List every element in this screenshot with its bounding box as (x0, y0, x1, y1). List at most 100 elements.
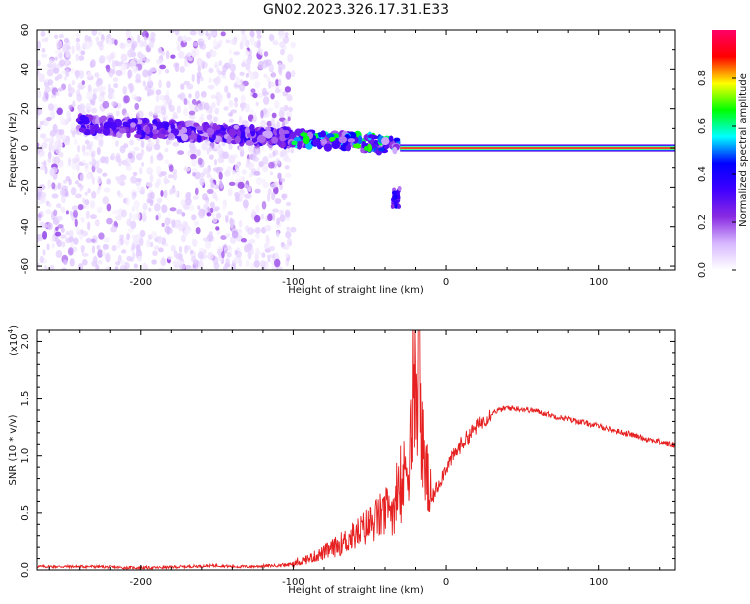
spectrogram-noise-cell (263, 96, 269, 105)
spectrogram-noise-cell (156, 153, 163, 160)
colorbar: 0.00.20.40.60.8 Normalized spectral ampl… (697, 30, 749, 278)
spectrogram-noise-cell (51, 235, 54, 243)
spectrogram-noise-cell (190, 250, 194, 255)
spectrogram-noise-cell (74, 139, 78, 146)
spectrogram-noise-cell (192, 172, 196, 177)
spectrogram-noise-cell (211, 102, 216, 109)
spectrogram-noise-cell (262, 156, 268, 165)
spectrogram-noise-cell (267, 214, 272, 222)
spectrogram-noise-cell (249, 239, 255, 244)
spectrogram-noise-cell (137, 111, 144, 119)
spectrogram-noise-cell (225, 215, 229, 223)
spectrogram-noise-cell (105, 156, 109, 164)
spectrogram-noise-cell (76, 71, 79, 79)
spectrogram-noise-cell (198, 28, 205, 36)
spectrogram-noise-cell (286, 227, 290, 231)
spectrogram-noise-cell (71, 45, 74, 54)
spectrogram-noise-cell (69, 230, 74, 237)
snr-y-tick-label: 1.0 (20, 448, 31, 464)
spectrogram-noise-cell (134, 96, 140, 101)
spectrogram-noise-cell (255, 227, 261, 234)
spectrogram-noise-cell (201, 142, 207, 150)
spectrogram-noise-cell (134, 263, 138, 268)
spectrogram-noise-cell (60, 234, 66, 239)
spectrogram-noise-cell (228, 143, 232, 149)
spectrogram-noise-cell (239, 72, 244, 76)
spectrogram-band-cell (367, 134, 375, 138)
spectrogram-noise-cell (80, 245, 85, 251)
spectrogram-noise-cell (71, 187, 77, 195)
spectrogram-noise-cell (275, 198, 282, 204)
spectrogram-noise-cell (156, 59, 163, 65)
spectrogram-noise-cell (61, 135, 67, 140)
spectrogram-noise-cell (228, 112, 232, 116)
spectrogram-band-cell (378, 147, 384, 151)
spectrogram-noise-cell (103, 237, 110, 242)
spectrogram-noise-cell (265, 235, 269, 243)
spectrogram-noise-cell (78, 55, 84, 61)
spectrogram-noise-cell (191, 214, 196, 220)
spectrogram-noise-cell (87, 221, 90, 230)
spectrogram-noise-cell (117, 190, 121, 196)
spectrogram-noise-cell (143, 81, 146, 87)
spectrogram-noise-cell (257, 48, 262, 54)
spectrogram-noise-cell (230, 64, 236, 72)
spectrogram-noise-cell (221, 31, 226, 36)
spectrogram-noise-cell (265, 59, 272, 66)
spectrogram-noise-cell (283, 155, 290, 162)
spectrogram-noise-cell (81, 51, 86, 56)
spectrogram-noise-cell (154, 144, 161, 151)
spectrogram-y-tick-label: 0 (20, 145, 31, 151)
spectrogram-noise-cell (98, 260, 103, 265)
spectrogram-noise-cell (157, 236, 163, 244)
spectrogram-noise-cell (251, 229, 255, 233)
spectrogram-noise-cell (215, 61, 218, 67)
spectrogram-band-cell (187, 128, 192, 136)
spectrogram-noise-cell (165, 69, 169, 73)
spectrogram-noise-cell (125, 162, 131, 167)
spectrogram-noise-cell (47, 223, 53, 231)
spectrogram-noise-cell (187, 52, 191, 57)
spectrogram-noise-cell (137, 185, 140, 193)
spectrogram-noise-cell (91, 191, 96, 199)
spectrogram-noise-cell (254, 171, 261, 176)
spectrogram-noise-cell (78, 263, 83, 272)
spectrogram-noise-cell (119, 234, 124, 239)
spectrogram-noise-cell (137, 256, 142, 262)
spectrogram-noise-cell (208, 252, 214, 260)
spectrogram-noise-cell (75, 227, 80, 233)
spectrogram-noise-cell (161, 204, 167, 213)
spectrogram-noise-cell (129, 86, 132, 93)
spectrogram-noise-cell (170, 105, 175, 112)
spectrogram-noise-cell (68, 247, 74, 255)
spectrogram-noise-cell (110, 153, 115, 161)
spectrogram-y-tick-label: 40 (20, 63, 31, 76)
spectrogram-band-cell (142, 119, 147, 123)
spectrogram-noise-cell (98, 31, 102, 36)
spectrogram-noise-cell (286, 202, 291, 206)
spectrogram-noise-cell (149, 69, 152, 75)
spectrogram-noise-cell (276, 218, 280, 226)
spectrogram-noise-cell (139, 167, 143, 174)
spectrogram-noise-cell (66, 176, 71, 181)
spectrogram-noise-cell (50, 130, 56, 137)
spectrogram-noise-cell (124, 262, 129, 269)
spectrogram-noise-cell (97, 207, 103, 213)
spectrogram-band-cell (271, 137, 278, 144)
spectrogram-noise-cell (288, 116, 291, 121)
spectrogram-noise-cell (112, 210, 119, 215)
colorbar-tick-label: 0.0 (697, 262, 708, 278)
spectrogram-noise-cell (205, 31, 208, 37)
spectrogram-noise-cell (77, 145, 80, 153)
spectrogram-band-cell (104, 122, 112, 129)
spectrogram-band-cell (262, 131, 270, 137)
spectrogram-noise-cell (73, 158, 80, 163)
spectrogram-noise-cell (140, 187, 145, 193)
spectrogram-noise-cell (121, 249, 126, 253)
spectrogram-noise-cell (76, 93, 82, 101)
spectrogram-noise-cell (97, 147, 101, 155)
spectrogram-noise-cell (75, 219, 78, 227)
spectrogram-noise-cell (271, 192, 275, 200)
spectrogram-noise-cell (130, 176, 137, 184)
chart-title: GN02.2023.326.17.31.E33 (263, 2, 449, 18)
